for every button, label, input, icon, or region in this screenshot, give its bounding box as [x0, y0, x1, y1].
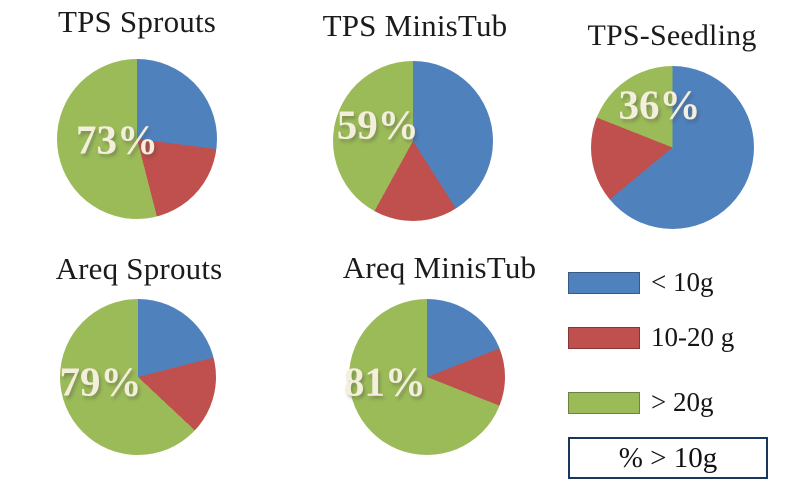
pie-title-areq-sprouts: Areq Sprouts	[55, 251, 223, 286]
pie-title-areq-ministub: Areq MinisTub	[342, 250, 537, 285]
legend-note-text: % > 10g	[618, 441, 718, 474]
pie-percent-label-tps-ministub: 59%	[336, 101, 419, 148]
pie-tps-sprouts: 73%	[57, 59, 217, 219]
legend-item-lt-10g: < 10g	[568, 269, 713, 296]
legend-label-gt-20g: > 20g	[651, 387, 714, 417]
legend-item-10-20g: 10-20 g	[568, 324, 734, 351]
pie-tps-ministub: 59%	[333, 61, 493, 221]
pie-percent-label-areq-sprouts: 79%	[59, 358, 142, 405]
pie-percent-label-areq-ministub: 81%	[343, 358, 426, 405]
pie-areq-sprouts: 79%	[60, 299, 216, 455]
legend-swatch-green	[568, 391, 640, 414]
pie-percent-label-tps-sprouts: 73%	[76, 116, 158, 163]
legend-note-box: % > 10g	[568, 437, 768, 479]
pie-tps-seedling: 36%	[591, 66, 754, 229]
pie-areq-ministub: 81%	[344, 299, 505, 455]
legend-item-gt-20g: > 20g	[568, 389, 713, 416]
legend-swatch-red	[568, 326, 640, 349]
legend-label-lt-10g: < 10g	[651, 267, 714, 297]
pie-percent-label-tps-seedling: 36%	[618, 81, 701, 128]
pie-title-tps-seedling: TPS-Seedling	[587, 19, 757, 52]
legend-swatch-blue	[568, 271, 640, 294]
pie-title-tps-ministub: TPS MinisTub	[322, 8, 508, 43]
legend-label-10-20g: 10-20 g	[651, 322, 735, 352]
pie-title-tps-sprouts: TPS Sprouts	[57, 4, 217, 39]
